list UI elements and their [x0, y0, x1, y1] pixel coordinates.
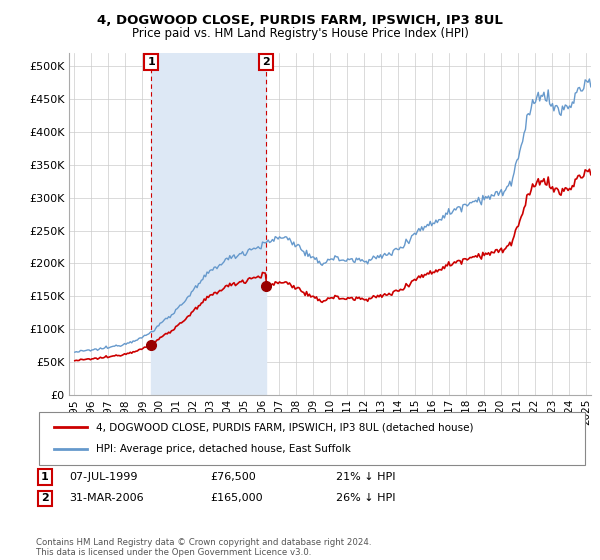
Text: HPI: Average price, detached house, East Suffolk: HPI: Average price, detached house, East…: [96, 444, 351, 454]
Text: Price paid vs. HM Land Registry's House Price Index (HPI): Price paid vs. HM Land Registry's House …: [131, 27, 469, 40]
Text: 4, DOGWOOD CLOSE, PURDIS FARM, IPSWICH, IP3 8UL: 4, DOGWOOD CLOSE, PURDIS FARM, IPSWICH, …: [97, 14, 503, 27]
Text: 2: 2: [41, 493, 49, 503]
Text: 21% ↓ HPI: 21% ↓ HPI: [336, 472, 395, 482]
Text: £165,000: £165,000: [210, 493, 263, 503]
Text: Contains HM Land Registry data © Crown copyright and database right 2024.
This d: Contains HM Land Registry data © Crown c…: [36, 538, 371, 557]
Bar: [151, 53, 266, 395]
Text: 07-JUL-1999: 07-JUL-1999: [69, 472, 137, 482]
Text: 4, DOGWOOD CLOSE, PURDIS FARM, IPSWICH, IP3 8UL (detached house): 4, DOGWOOD CLOSE, PURDIS FARM, IPSWICH, …: [96, 422, 473, 432]
Text: 2: 2: [262, 57, 270, 67]
Text: 1: 1: [41, 472, 49, 482]
Text: 26% ↓ HPI: 26% ↓ HPI: [336, 493, 395, 503]
Text: £76,500: £76,500: [210, 472, 256, 482]
Text: 31-MAR-2006: 31-MAR-2006: [69, 493, 143, 503]
Text: 1: 1: [148, 57, 155, 67]
